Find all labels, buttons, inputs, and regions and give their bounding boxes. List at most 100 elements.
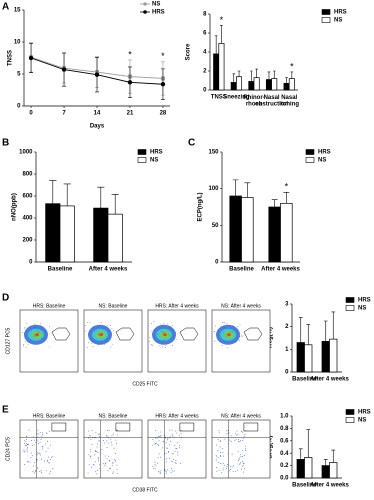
flow-dot [216, 467, 218, 469]
flow-dot [160, 456, 162, 458]
flow-dot [94, 454, 96, 456]
flow-dot [41, 471, 43, 473]
flow-dot [31, 445, 33, 446]
y-axis-label: Treg(%) [268, 327, 274, 349]
flow-dot [24, 327, 25, 329]
flow-dot [114, 458, 115, 460]
error-bar [285, 77, 288, 84]
flow-dot [108, 455, 110, 457]
flow-dot [94, 461, 96, 463]
flow-dot [153, 468, 155, 470]
x-tick-label: 28 [160, 111, 167, 117]
flow-dot [155, 465, 157, 467]
flow-dot [33, 444, 35, 446]
flow-dot [219, 455, 221, 457]
bar [280, 202, 293, 263]
flow-dot [228, 432, 230, 434]
flow-dot [237, 469, 239, 471]
flow-dot [175, 447, 177, 449]
flow-dot [171, 453, 173, 455]
flow-dot [104, 465, 106, 467]
flow-dot [88, 342, 90, 343]
y-tick-label: 1000 [19, 150, 33, 156]
flow-dot [88, 437, 89, 439]
flow-dot [111, 328, 113, 330]
flow-dot [98, 344, 100, 345]
flow-dot [91, 342, 93, 344]
flow-dot [103, 440, 105, 441]
legend-label: NS [150, 158, 158, 164]
flow-dot [170, 435, 172, 437]
flow-dot [238, 458, 240, 460]
flow-dot [38, 443, 39, 445]
flow-dot [219, 462, 221, 464]
bar [45, 203, 61, 263]
flow-dot [241, 456, 243, 458]
flow-dot [159, 436, 160, 437]
flow-dot [27, 460, 29, 462]
flow-dot [226, 468, 227, 470]
flow-dot [164, 347, 166, 348]
x-tick-label: 0 [29, 111, 33, 117]
flow-dot [41, 458, 43, 460]
flow-dot [107, 338, 108, 339]
flow-dot [158, 440, 160, 442]
flow-dot [24, 464, 25, 466]
flow-dot [163, 339, 165, 341]
flow-dot [25, 440, 27, 442]
flow-dot [242, 440, 244, 441]
error-bar [298, 317, 303, 343]
y-tick-label: 0.4 [280, 451, 289, 457]
flow-dot [25, 347, 27, 348]
flow-dot [217, 450, 219, 451]
flow-dot [172, 435, 174, 437]
bar [283, 82, 290, 91]
flow-dot [112, 472, 114, 474]
flow-dot [176, 442, 178, 444]
flow-dot [170, 460, 172, 462]
flow-dot [242, 464, 244, 466]
flow-dot [87, 430, 89, 432]
flow-dot [217, 439, 219, 441]
flow-dot [91, 331, 92, 333]
flow-dot [150, 344, 152, 346]
annotation: * [220, 15, 224, 25]
flow-dot [49, 462, 50, 464]
flow-dot [91, 443, 93, 445]
flow-title: HRS: Baseline [33, 303, 66, 309]
flow-dot [177, 454, 179, 456]
flow-dot [175, 430, 177, 432]
y-tick-label: 0.2 [280, 463, 289, 469]
flow-dot [230, 441, 232, 443]
flow-dot [157, 462, 158, 464]
bar [236, 76, 243, 91]
legend-label: NS [152, 2, 160, 8]
flow-dot [43, 338, 45, 340]
flow-dot [90, 457, 92, 459]
y-tick-label: 100 [208, 186, 219, 192]
flow-dot [240, 455, 242, 457]
flow-dot [224, 327, 226, 329]
flow-dot [218, 430, 220, 432]
flow-dot [115, 439, 117, 441]
y-axis-label: TNSS [8, 50, 14, 66]
flow-dot [154, 329, 155, 331]
x-tick-label: Baseline [48, 267, 73, 273]
flow-dot [94, 471, 96, 473]
x-tick-label: TNSS [211, 95, 227, 101]
flow-dot [168, 452, 170, 454]
flow-dot [111, 441, 113, 443]
flow-dot [167, 342, 169, 344]
flow-dot [155, 329, 157, 330]
legend-label: NS [358, 306, 366, 312]
flow-title: NS: Baseline [99, 413, 128, 419]
flow-dot [22, 345, 24, 347]
error-bar [331, 449, 336, 463]
flow-dot [26, 447, 28, 449]
bar [304, 344, 313, 373]
legend-label: HRS [150, 150, 163, 156]
flow-dot [164, 332, 166, 334]
x-tick-label: Baseline [229, 267, 254, 273]
flow-dot [33, 335, 34, 337]
flow-y-label: CD24 PC5 [5, 437, 11, 461]
